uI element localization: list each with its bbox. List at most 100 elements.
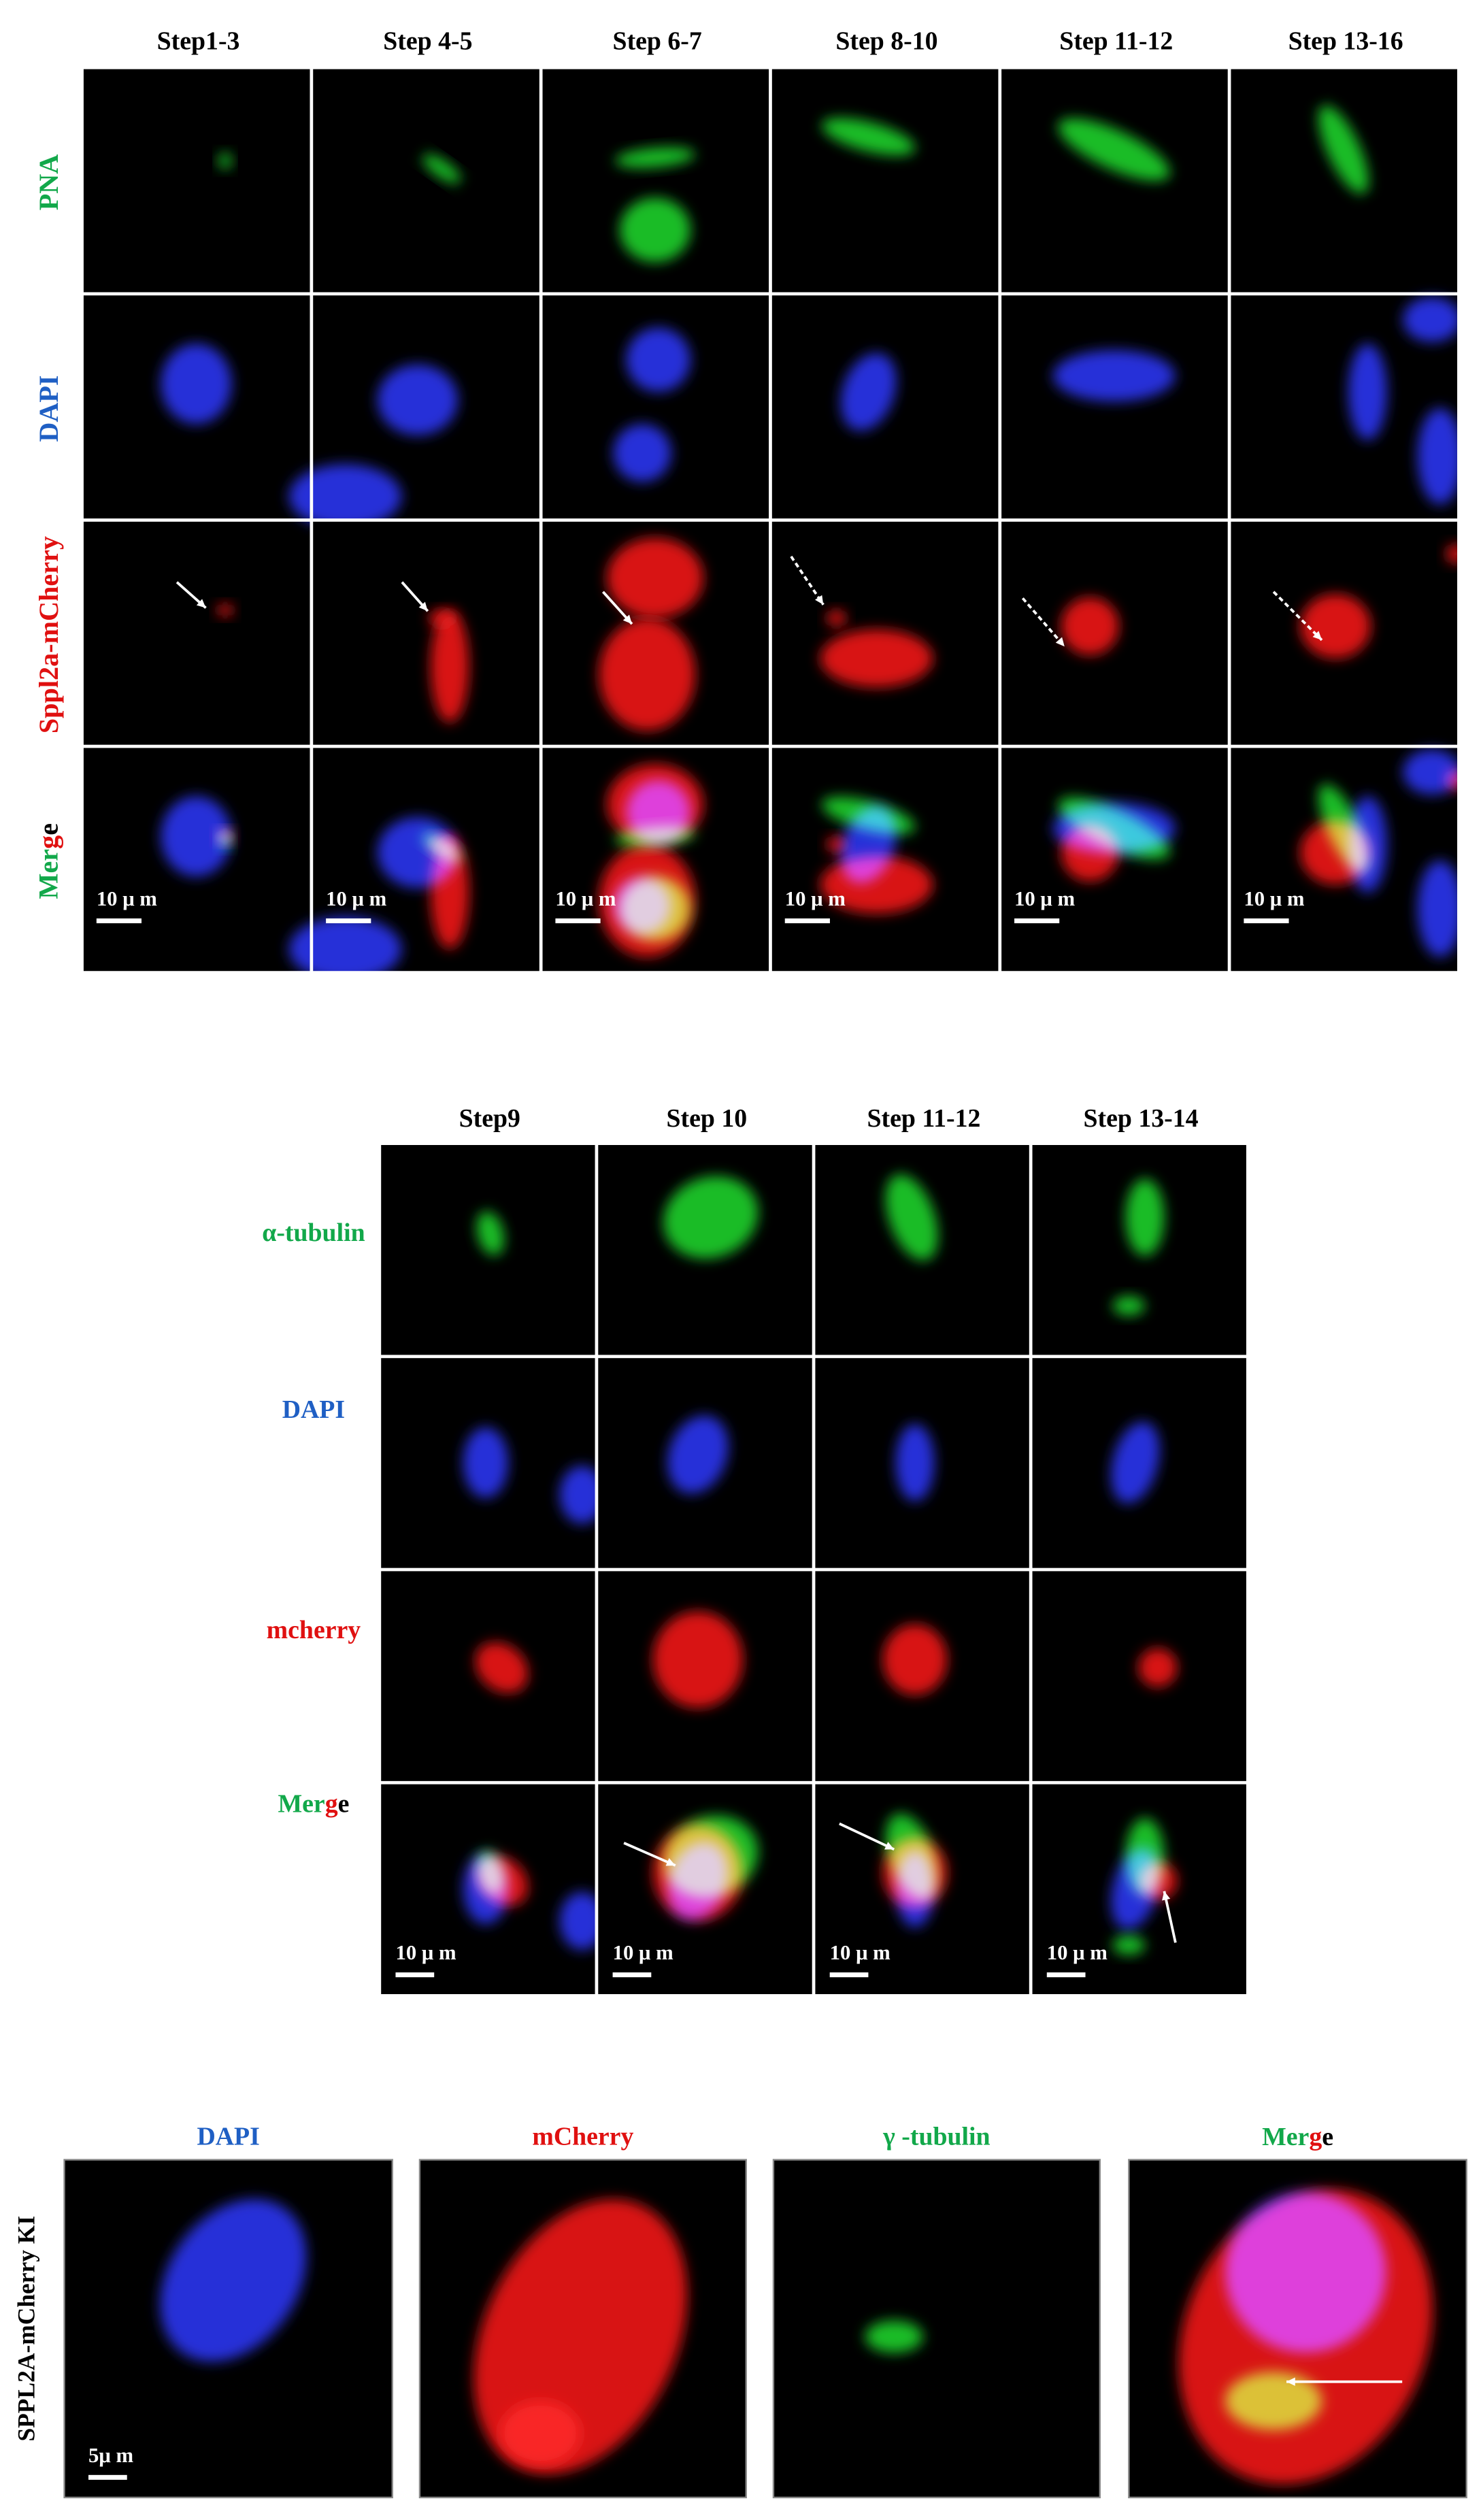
signal	[619, 197, 690, 263]
micrograph	[83, 748, 310, 972]
signal	[599, 618, 696, 731]
signal	[1417, 860, 1463, 957]
micrograph	[1032, 1144, 1246, 1355]
row-label: mcherry	[267, 1616, 361, 1644]
micrograph	[83, 521, 310, 745]
scale-bar	[326, 918, 371, 924]
column-header: Merge	[1262, 2122, 1333, 2151]
image-frame	[83, 69, 310, 293]
scale-bar	[1046, 1972, 1086, 1978]
signal	[160, 2199, 307, 2362]
signal	[218, 831, 232, 848]
signal	[820, 629, 933, 688]
signal	[626, 327, 690, 393]
signal	[615, 826, 695, 847]
scale-label: 10 μ m	[830, 1941, 891, 1964]
signal	[161, 796, 232, 877]
signal	[1112, 1296, 1145, 1316]
signal	[615, 147, 695, 168]
signal	[377, 364, 458, 435]
arrow-head	[665, 1858, 676, 1866]
signal	[1300, 594, 1371, 659]
row-label: α-tubulin	[262, 1218, 365, 1247]
scale-label: 10 μ m	[785, 887, 846, 910]
micrograph	[1231, 295, 1463, 519]
micrograph	[598, 1784, 812, 1995]
column-header: Step1-3	[157, 27, 240, 56]
scale-bar	[1244, 918, 1289, 924]
micrograph	[598, 1571, 812, 1781]
scale-label: 10 μ m	[1014, 887, 1075, 910]
micrograph	[771, 69, 999, 293]
arrow	[1272, 591, 1323, 642]
micrograph	[83, 69, 310, 293]
scale-label: 10 μ m	[395, 1941, 456, 1964]
micrograph	[815, 1358, 1029, 1568]
signal	[1052, 350, 1176, 402]
column-header: Step 10	[667, 1104, 748, 1133]
micrograph	[288, 748, 539, 982]
signal	[218, 152, 232, 169]
micrograph	[815, 1571, 1029, 1781]
signal	[607, 537, 703, 618]
column-header: mCherry	[532, 2122, 633, 2151]
scale-label: 10 μ m	[555, 887, 616, 910]
signal	[559, 1891, 605, 1951]
signal	[463, 1427, 508, 1498]
scale-label: 10 μ m	[1047, 1941, 1108, 1964]
scale-bar	[829, 1972, 869, 1978]
column-header: Step 4-5	[383, 27, 472, 56]
signal	[217, 603, 233, 617]
signal	[1403, 749, 1461, 795]
signal	[288, 916, 402, 982]
scale-bar	[612, 1972, 652, 1978]
micrograph	[815, 1784, 1029, 1995]
arrow	[1021, 597, 1066, 648]
signal	[885, 1174, 938, 1261]
column-header: Step 13-14	[1084, 1104, 1199, 1133]
scale-bar	[395, 1972, 435, 1978]
row-label: DAPI	[33, 375, 64, 442]
signal	[821, 797, 916, 835]
column-header: Step 6-7	[613, 27, 702, 56]
image-frame	[771, 69, 999, 293]
signal	[1225, 2372, 1322, 2430]
signal	[1403, 297, 1461, 342]
image-frame	[1001, 295, 1228, 519]
row-label: Merge	[33, 823, 64, 899]
signal	[1446, 544, 1466, 564]
micrograph	[542, 748, 769, 972]
micrograph	[1001, 295, 1228, 519]
micrograph	[381, 1144, 595, 1355]
signal	[840, 353, 897, 431]
micrograph	[542, 295, 769, 519]
scale-bar	[555, 918, 601, 924]
image-frame	[83, 521, 310, 745]
column-header: Step 11-12	[1059, 27, 1173, 56]
micrograph	[542, 69, 769, 293]
arrow-head	[622, 614, 632, 625]
column-header: Step 13-16	[1288, 27, 1403, 56]
micrograph	[418, 2159, 747, 2499]
scale-label: 10 μ m	[1244, 887, 1304, 910]
signal	[1058, 118, 1170, 181]
signal	[667, 1415, 729, 1494]
signal	[1417, 408, 1463, 505]
signal	[663, 1176, 759, 1259]
signal	[663, 1815, 759, 1898]
signal	[500, 2401, 581, 2466]
micrograph	[1032, 1571, 1246, 1781]
arrow	[839, 1822, 895, 1851]
image-frame	[1032, 1571, 1246, 1781]
micrograph	[1032, 1358, 1246, 1568]
scale-bar	[1014, 918, 1060, 924]
micrograph	[771, 295, 999, 519]
signal	[652, 1611, 744, 1708]
micrograph	[1231, 521, 1466, 745]
micrograph	[288, 295, 539, 529]
row-label: Sppl2a-mCherry	[33, 536, 64, 733]
arrow-head	[1286, 2377, 1295, 2386]
micrograph	[313, 521, 539, 745]
signal	[430, 610, 469, 723]
